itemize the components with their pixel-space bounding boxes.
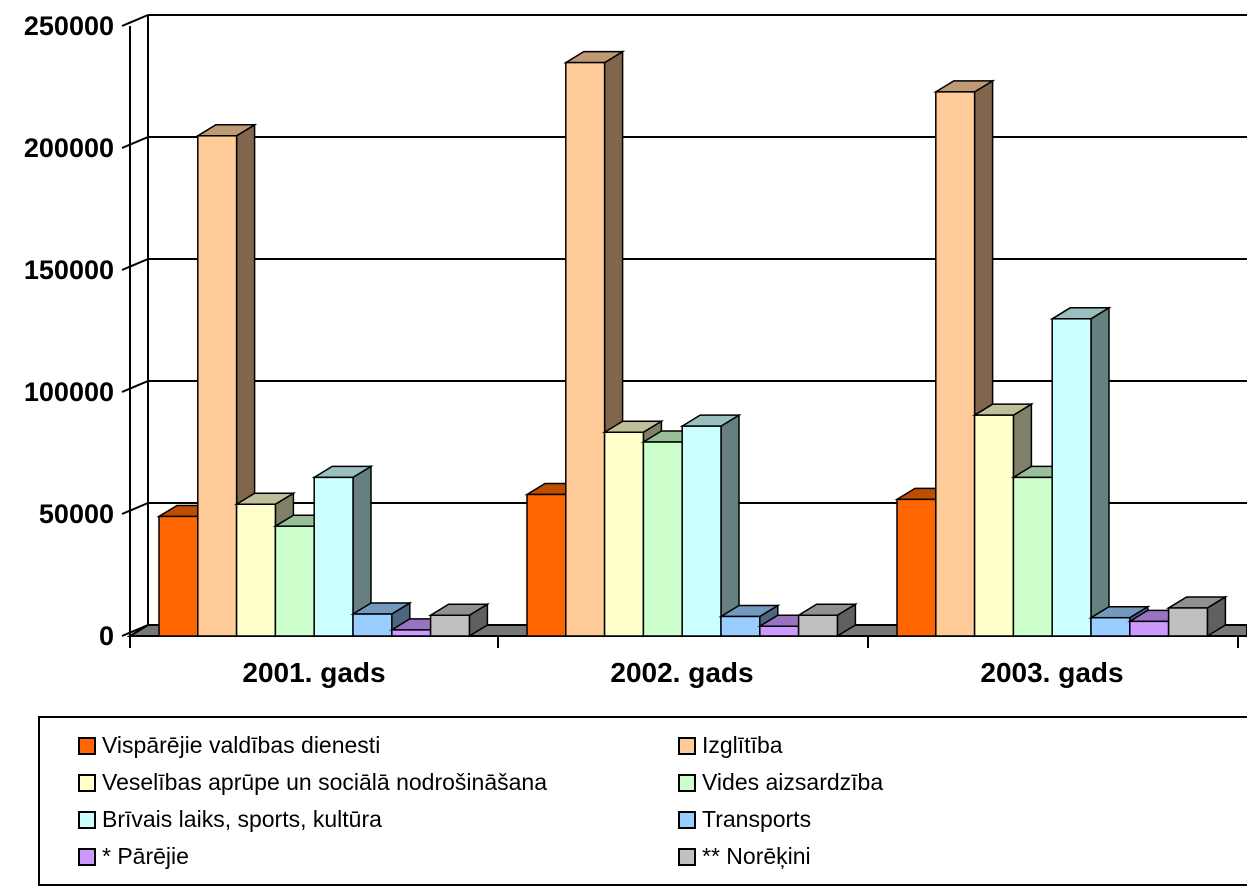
bar-chart: 0 50000 100000 150000 200000 250000 2001. gads… xyxy=(24,11,1247,688)
legend-label: Transports xyxy=(702,806,812,832)
y-tick-label: 100000 xyxy=(24,377,114,407)
legend-swatch xyxy=(678,810,696,829)
legend-label: Veselības aprūpe un sociālā nodrošināšan… xyxy=(102,769,547,795)
y-tick-label: 50000 xyxy=(39,499,114,529)
legend-label: * Pārējie xyxy=(102,843,189,869)
bars xyxy=(156,50,1229,638)
legend-label: Izglītība xyxy=(702,732,783,758)
y-tick-mark xyxy=(121,380,149,393)
legend-swatch xyxy=(678,773,696,792)
legend-swatch xyxy=(678,736,696,755)
y-tick-label: 150000 xyxy=(24,255,114,285)
legend-swatch xyxy=(78,810,96,829)
legend-item: Vispārējie valdības dienesti xyxy=(78,732,380,759)
legend-swatch xyxy=(78,847,96,866)
legend-item: Izglītība xyxy=(678,732,783,759)
legend-item: Veselības aprūpe un sociālā nodrošināšan… xyxy=(78,769,547,796)
y-tick-mark xyxy=(121,136,149,149)
legend-label: ** Norēķini xyxy=(702,843,811,869)
x-category-label: 2003. gads xyxy=(980,657,1123,688)
bar xyxy=(311,465,374,638)
y-tick-label: 250000 xyxy=(24,11,114,41)
y-tick-mark xyxy=(121,502,149,515)
bar xyxy=(427,602,491,638)
legend-item: Vides aizsardzība xyxy=(678,769,883,796)
bar xyxy=(1049,306,1112,638)
bar xyxy=(195,123,258,638)
legend-item: Brīvais laiks, sports, kultūra xyxy=(78,806,382,833)
bar xyxy=(795,602,859,638)
legend-label: Vispārējie valdības dienesti xyxy=(102,732,381,758)
y-tick-label: 0 xyxy=(99,621,114,651)
legend-swatch xyxy=(78,736,96,755)
legend-item: * Pārējie xyxy=(78,843,189,870)
legend-label: Vides aizsardzība xyxy=(702,769,884,795)
x-category-label: 2002. gads xyxy=(610,657,753,688)
y-tick-label: 200000 xyxy=(24,133,114,163)
legend-item: ** Norēķini xyxy=(678,843,811,870)
legend-item: Transports xyxy=(678,806,811,833)
x-category-label: 2001. gads xyxy=(242,657,385,688)
legend-label: Brīvais laiks, sports, kultūra xyxy=(102,806,382,832)
y-tick-mark xyxy=(121,258,149,271)
y-tick-mark xyxy=(121,14,149,27)
legend: Vispārējie valdības dienesti Izglītība Ves… xyxy=(38,716,1247,886)
bar xyxy=(1165,595,1229,638)
bar xyxy=(679,413,742,638)
legend-swatch xyxy=(78,773,96,792)
axis-labels: 0 50000 100000 150000 200000 250000 2001. gads… xyxy=(24,11,1124,688)
legend-swatch xyxy=(678,847,696,866)
